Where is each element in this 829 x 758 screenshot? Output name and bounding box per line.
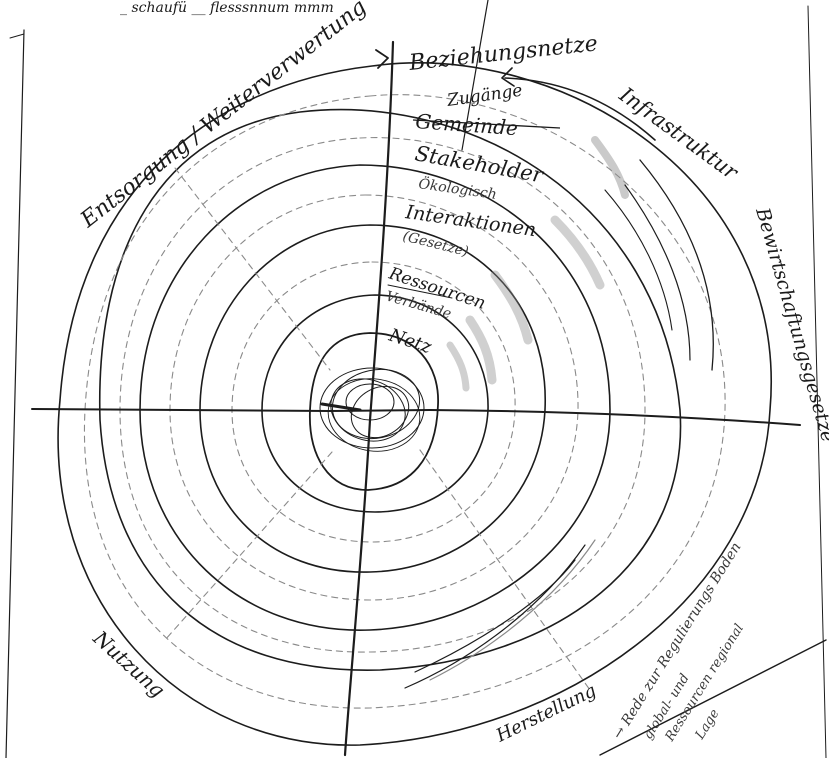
shaded-wedges bbox=[446, 136, 714, 392]
arrow-head bbox=[375, 49, 389, 69]
label-ecological: Ökologisch bbox=[417, 174, 498, 203]
top-scribble-line bbox=[461, 0, 489, 151]
label-network: Netz bbox=[386, 324, 435, 358]
infrastructure-arrow bbox=[501, 67, 656, 141]
concentric-rings bbox=[57, 62, 773, 746]
bottom-strokes bbox=[404, 539, 596, 689]
label-relationships: Beziehungsnetze bbox=[407, 31, 599, 76]
label-use: Nutzung bbox=[88, 625, 170, 702]
ring-2 bbox=[199, 224, 546, 573]
pencil-rings bbox=[83, 94, 726, 709]
page-edges bbox=[5, 5, 827, 758]
ring-4 bbox=[98, 108, 682, 671]
label-top-left-scribble: _ schaufü __ flesssnnum mmm bbox=[120, 0, 334, 16]
underline-resources bbox=[387, 284, 453, 299]
label-disposal: Entsorgung / Weiterverwertung bbox=[76, 0, 372, 233]
ring-outer bbox=[57, 62, 773, 746]
diagonal-lines bbox=[164, 167, 591, 691]
ring-core bbox=[309, 332, 439, 491]
label-laws: (Gesetze) bbox=[401, 228, 470, 260]
horizontal-axis bbox=[31, 408, 801, 426]
label-infrastructure: Infrastruktur bbox=[614, 82, 743, 185]
center-scribble bbox=[319, 367, 425, 452]
label-bottom-right-4: Lage bbox=[692, 706, 723, 743]
vertical-axis bbox=[343, 40, 395, 757]
ring-1 bbox=[261, 294, 489, 513]
label-production: Herstellung bbox=[492, 680, 599, 747]
strike-line bbox=[412, 119, 561, 129]
ring-3 bbox=[139, 164, 611, 631]
label-management-laws: Bewirtschaftungsgesetze bbox=[751, 204, 829, 444]
